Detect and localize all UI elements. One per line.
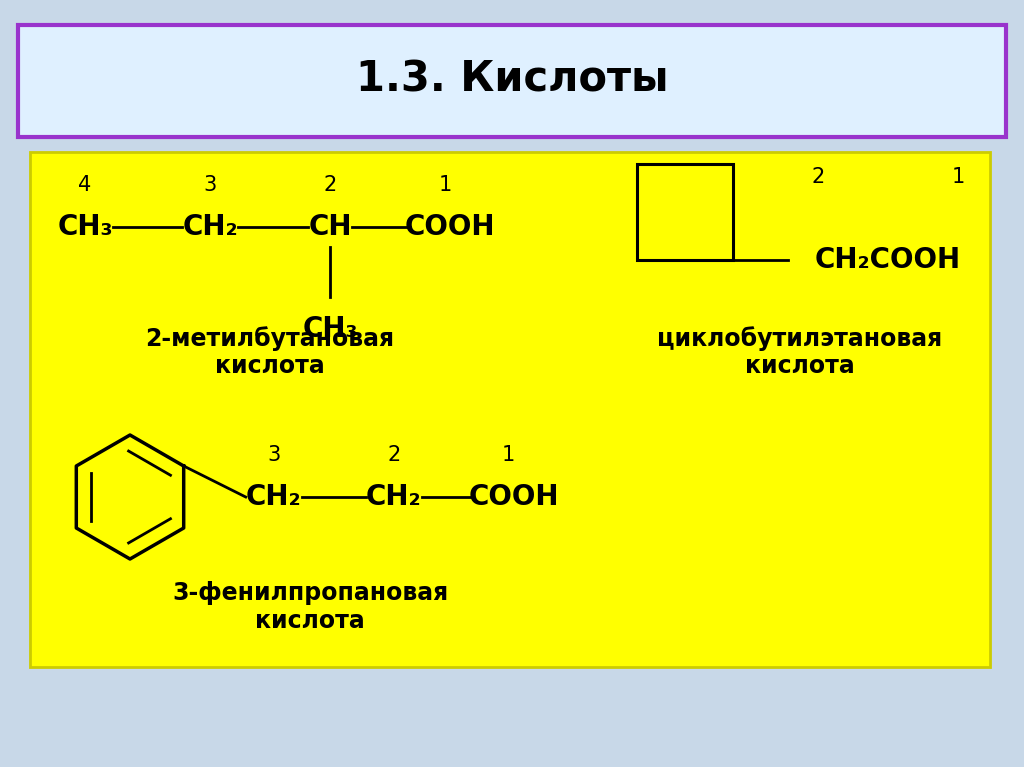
Text: CH₂: CH₂ [182, 213, 238, 241]
Text: CH: CH [308, 213, 352, 241]
FancyBboxPatch shape [18, 25, 1006, 137]
Text: 3: 3 [267, 445, 281, 465]
Text: 1: 1 [951, 167, 965, 187]
Text: 2: 2 [387, 445, 400, 465]
FancyBboxPatch shape [30, 152, 990, 667]
Text: CH₂COOH: CH₂COOH [815, 246, 962, 274]
Text: COOH: COOH [404, 213, 496, 241]
Text: COOH: COOH [468, 483, 559, 511]
Text: 2-метилбутановая
кислота: 2-метилбутановая кислота [145, 326, 394, 378]
Text: CH₂: CH₂ [246, 483, 301, 511]
Text: 3: 3 [204, 175, 217, 195]
Text: 2: 2 [811, 167, 824, 187]
Text: 3-фенилпропановая
кислота: 3-фенилпропановая кислота [172, 581, 449, 633]
Text: 4: 4 [79, 175, 91, 195]
Text: циклобутилэтановая
кислота: циклобутилэтановая кислота [657, 326, 943, 378]
Text: 2: 2 [324, 175, 337, 195]
Text: CH₃: CH₃ [57, 213, 113, 241]
Bar [637, 164, 733, 260]
Text: 1.3. Кислоты: 1.3. Кислоты [355, 58, 669, 100]
Text: CH₃: CH₃ [302, 315, 357, 343]
Text: 1: 1 [438, 175, 452, 195]
Text: 1: 1 [502, 445, 515, 465]
Text: CH₂: CH₂ [366, 483, 422, 511]
